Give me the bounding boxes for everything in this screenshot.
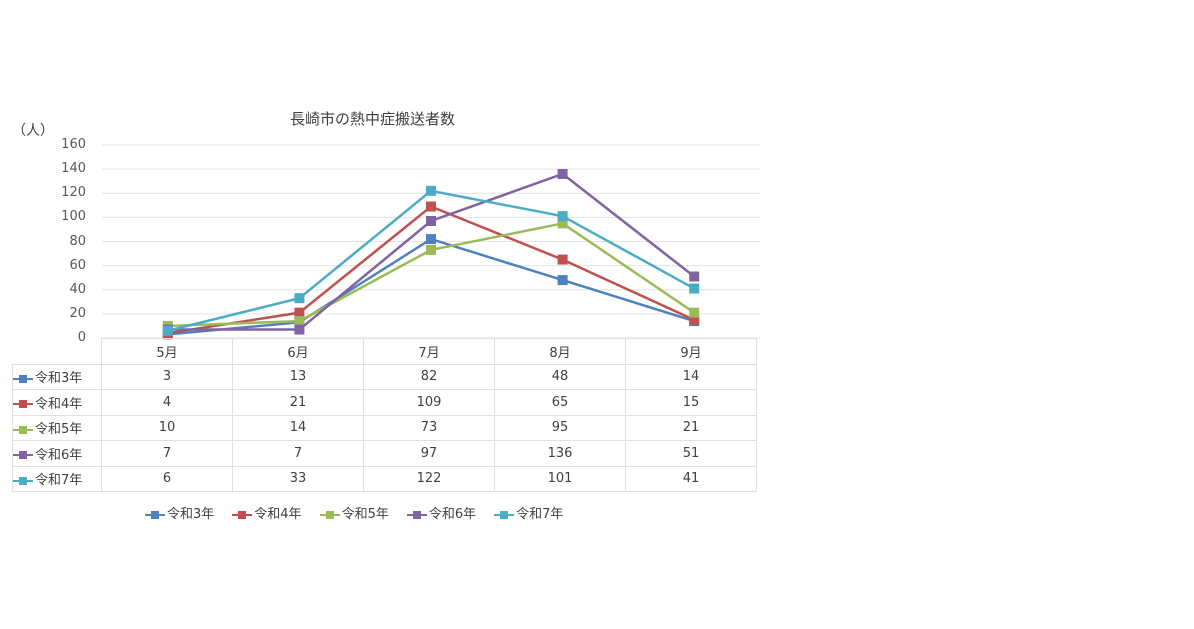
y-tick: 60 [69,258,86,273]
table-row: 令和6年 7 7 97 136 51 [12,440,757,467]
y-tick: 0 [77,330,86,345]
table-row: 令和4年 4 21 109 65 15 [12,389,757,416]
y-tick: 120 [61,185,86,200]
cell: 82 [363,363,495,390]
month-header: 7月 [363,338,495,365]
cell: 15 [625,389,757,416]
legend-item: 令和7年 [494,503,563,522]
y-tick: 160 [61,137,86,152]
legend-key-icon [232,510,253,520]
cell: 13 [232,363,364,390]
cell: 41 [625,465,757,492]
month-header: 5月 [101,338,233,365]
series-key-icon [13,450,33,460]
cell: 109 [363,389,495,416]
chart-title: 長崎市の熱中症搬送者数 [290,110,456,128]
cell: 33 [232,465,364,492]
cell: 14 [625,363,757,390]
y-tick: 40 [69,282,86,297]
cell: 10 [101,414,233,441]
legend-item: 令和6年 [406,503,476,522]
table-row: 令和5年 10 14 73 95 21 [12,414,757,441]
series-key-icon [13,476,33,486]
month-header: 9月 [625,338,757,365]
legend-key-icon [406,510,427,520]
month-header: 8月 [494,338,626,365]
legend-item: 令和4年 [232,503,302,522]
legend-key-icon [145,510,165,520]
cell: 7 [101,440,233,467]
row-label: 令和7年 [35,473,83,489]
legend-key-icon [319,510,340,520]
y-tick: 20 [69,306,86,321]
data-table: 5月 6月 7月 8月 9月 令和3年 3 13 82 48 14 令和4年 4… [12,338,757,492]
y-tick: 140 [61,161,86,176]
cell: 122 [363,465,495,492]
table-header-row: 5月 6月 7月 8月 9月 [12,338,757,365]
month-header: 6月 [232,338,364,365]
row-label: 令和5年 [35,422,83,438]
series-key-icon [13,425,33,435]
row-label: 令和6年 [35,447,83,463]
cell: 14 [232,414,364,441]
cell: 97 [363,440,495,467]
cell: 65 [494,389,626,416]
y-axis-unit: （人） [12,123,54,139]
legend: 令和3年 令和4年 令和5年 令和6年 令和7年 [145,503,563,522]
row-label: 令和3年 [35,371,83,387]
legend-key-icon [494,510,515,520]
cell: 4 [101,389,233,416]
cell: 48 [494,363,626,390]
cell: 21 [625,414,757,441]
cell: 7 [232,440,364,467]
cell: 95 [494,414,626,441]
cell: 73 [363,414,495,441]
cell: 136 [494,440,626,467]
y-tick: 100 [61,209,86,224]
cell: 51 [625,440,757,467]
cell: 21 [232,389,364,416]
table-row: 令和3年 3 13 82 48 14 [12,363,757,390]
table-row: 令和7年 6 33 122 101 41 [12,465,757,492]
cell: 3 [101,363,233,390]
y-tick: 80 [69,234,86,249]
cell: 101 [494,465,626,492]
cell: 6 [101,465,233,492]
legend-item: 令和3年 [145,503,214,522]
series-key-icon [13,399,33,409]
series-key-icon [13,374,33,384]
row-label: 令和4年 [35,396,83,412]
legend-item: 令和5年 [319,503,389,522]
